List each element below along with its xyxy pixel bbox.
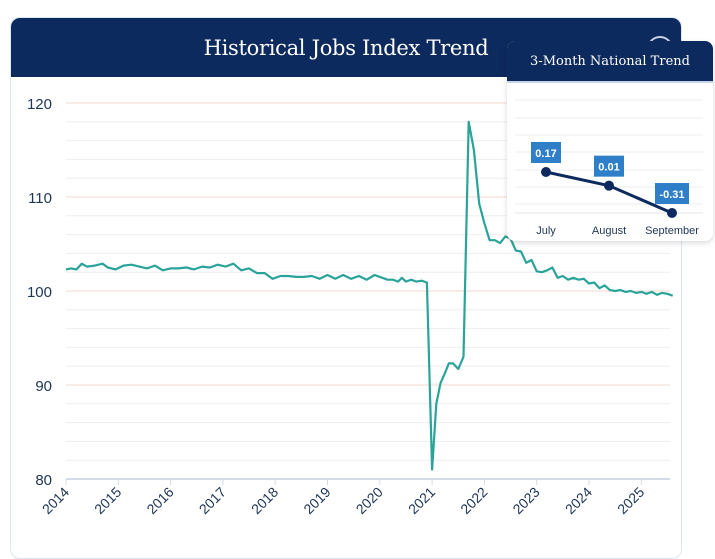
x-category-label: August [592,225,626,237]
y-tick-label: 110 [28,190,52,207]
y-tick-label: 80 [35,472,52,489]
data-label: 0.17 [535,148,556,160]
data-label: 0.01 [598,162,619,174]
trend-line [545,170,673,215]
inset-line-chart: 0.17 July 0.01 August -0.31 September [515,99,703,237]
jobs-index-line [65,120,674,471]
data-label-box [531,142,561,163]
y-tick-label: 100 [27,284,52,301]
chart-title: Historical Jobs Index Trend [203,35,489,60]
trend-point [667,208,677,218]
inset-header: 3-Month National Trend [507,41,713,83]
data-label: -0.31 [659,189,684,201]
y-tick-label: 120 [27,96,52,113]
x-category-label: July [536,225,556,237]
data-label-box [655,183,689,204]
data-label-box [594,155,624,177]
y-tick-label: 90 [35,378,52,395]
trend-point [604,180,614,191]
trend-point [541,167,551,177]
x-category-label: September [645,225,699,237]
inset-title: 3-Month National Trend [530,53,690,69]
three-month-trend-card: 3-Month National Trend [507,41,713,241]
